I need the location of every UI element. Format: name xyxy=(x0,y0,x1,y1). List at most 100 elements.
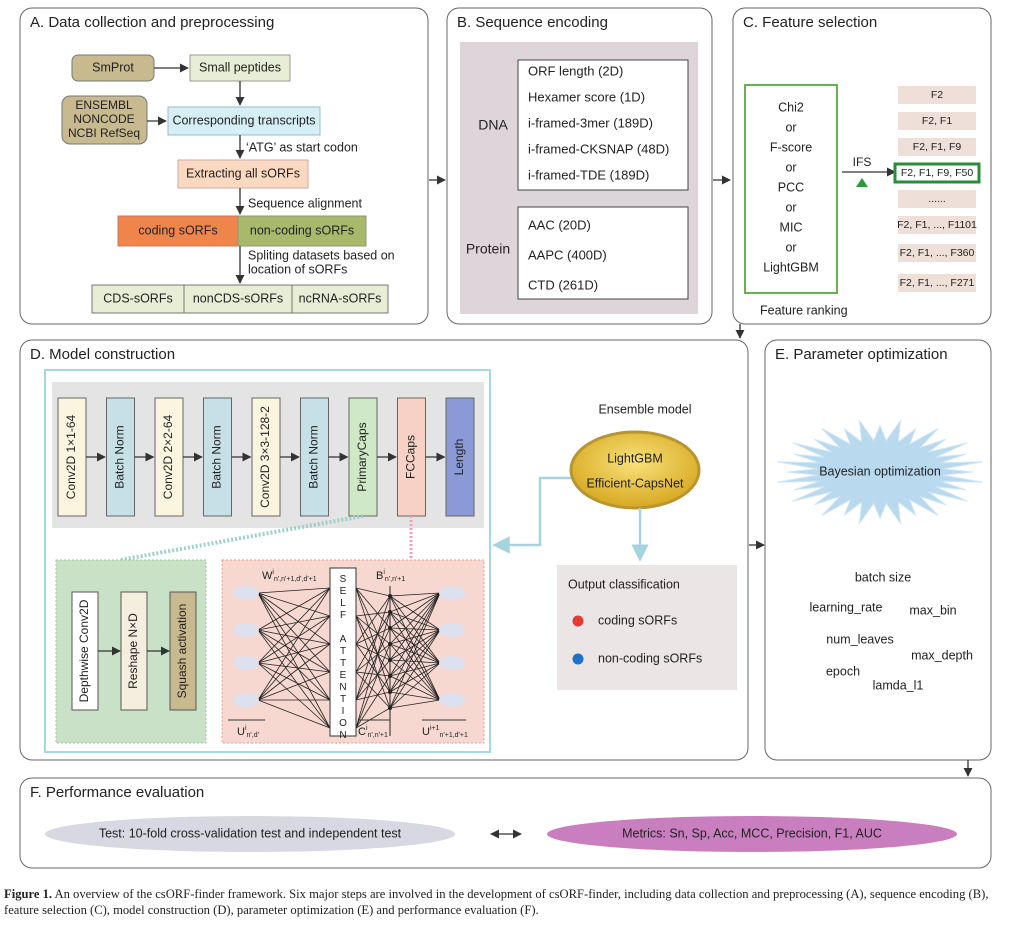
dot xyxy=(388,594,392,598)
panel-title: D. Model construction xyxy=(30,346,175,363)
layer-label: Conv2D 2×2-64 xyxy=(161,414,175,499)
symbol-base: U xyxy=(422,726,430,738)
edge xyxy=(257,629,331,701)
layer-label: Squash activation xyxy=(175,604,189,699)
layer-label: Conv2D 3×3-128-2 xyxy=(258,406,272,508)
label: max_bin xyxy=(909,603,956,617)
symbol-base: B xyxy=(376,570,383,582)
edge xyxy=(355,595,391,645)
edge xyxy=(257,592,331,645)
label: Metrics: Sn, Sp, Acc, MCC, Precision, F1… xyxy=(622,826,882,840)
label: i-framed-TDE (189D) xyxy=(528,167,649,182)
label: LightGBM xyxy=(763,260,819,274)
label: F-score xyxy=(770,140,812,154)
box xyxy=(183,284,293,314)
edge xyxy=(389,592,441,677)
burst xyxy=(776,418,984,526)
box xyxy=(120,591,148,711)
symbol-sup: i+1 xyxy=(430,725,440,732)
label: ENSEMBL xyxy=(75,98,133,112)
symbol: Ui+1n'+1,d'+1 xyxy=(422,725,468,739)
edge xyxy=(355,643,391,729)
panel-title: F. Performance evaluation xyxy=(30,784,204,801)
edge xyxy=(355,643,391,673)
box xyxy=(744,84,838,294)
dot-noncoding xyxy=(572,653,584,665)
label: Output classification xyxy=(568,577,680,591)
node xyxy=(439,586,465,600)
label: or xyxy=(785,240,796,254)
symbol: Bin',n'+1 xyxy=(376,569,405,583)
edge xyxy=(389,662,441,709)
panel xyxy=(764,339,992,761)
edge xyxy=(355,627,391,701)
box xyxy=(300,397,329,517)
panel-title: A. Data collection and preprocessing xyxy=(30,14,274,31)
label: Chi2 xyxy=(778,100,804,114)
label: F2 xyxy=(931,89,943,101)
label: nonCDS-sORFs xyxy=(193,291,283,305)
box xyxy=(348,397,378,517)
label: or xyxy=(785,120,796,134)
edge xyxy=(257,699,331,729)
connector xyxy=(119,514,364,562)
label: location of sORFs xyxy=(248,262,347,276)
edge xyxy=(389,611,441,701)
box xyxy=(154,397,184,517)
box xyxy=(61,95,148,145)
box xyxy=(237,215,367,247)
edge xyxy=(355,707,391,729)
label: epoch xyxy=(826,664,860,678)
box xyxy=(57,397,87,517)
layer-label: PrimaryCaps xyxy=(355,422,369,491)
panel-title: B. Sequence encoding xyxy=(457,14,608,31)
symbol-base: U xyxy=(237,726,245,738)
label: i-framed-3mer (189D) xyxy=(528,115,653,130)
edge xyxy=(389,592,441,661)
layer-label: Length xyxy=(452,439,466,476)
label: Hexamer score (1D) xyxy=(528,89,645,104)
label: CDS-sORFs xyxy=(103,291,172,305)
edge xyxy=(257,629,331,673)
label: F2, F1, ..., F360 xyxy=(900,247,975,259)
edge xyxy=(257,587,331,664)
dot-coding xyxy=(572,615,584,627)
edge xyxy=(355,691,391,701)
edge xyxy=(257,643,331,664)
edge xyxy=(389,592,441,597)
layer-label: Reshape N×D xyxy=(126,613,140,689)
metrics-ellipse xyxy=(547,816,957,852)
node xyxy=(439,656,465,670)
label: AAC (20D) xyxy=(528,217,591,232)
dot xyxy=(388,626,392,630)
node xyxy=(439,693,465,707)
box xyxy=(177,159,309,189)
label: non-coding sORFs xyxy=(250,223,354,237)
label: non-coding sORFs xyxy=(598,651,702,665)
edge xyxy=(257,615,331,701)
label: NONCODE xyxy=(73,112,134,126)
edge xyxy=(257,615,331,664)
symbol-sub: n',d' xyxy=(247,732,259,739)
edge xyxy=(257,629,331,645)
symbol-sup: i xyxy=(383,569,385,576)
box xyxy=(898,274,976,292)
label: DNA xyxy=(478,117,508,133)
layer-label: Batch Norm xyxy=(210,425,224,488)
node xyxy=(233,656,259,670)
label: NCBI RefSeq xyxy=(68,126,140,140)
box xyxy=(106,397,135,517)
edge xyxy=(389,659,441,701)
edge xyxy=(389,595,441,664)
edge xyxy=(355,659,391,701)
label: ‘ATG’ as start codon xyxy=(246,140,358,154)
edge xyxy=(389,595,441,631)
layer-label: Batch Norm xyxy=(113,425,127,488)
edge xyxy=(389,592,441,629)
ensemble xyxy=(569,430,701,510)
box xyxy=(167,106,321,136)
edge xyxy=(257,592,331,701)
edge xyxy=(389,629,441,693)
label: LightGBM xyxy=(607,451,663,465)
